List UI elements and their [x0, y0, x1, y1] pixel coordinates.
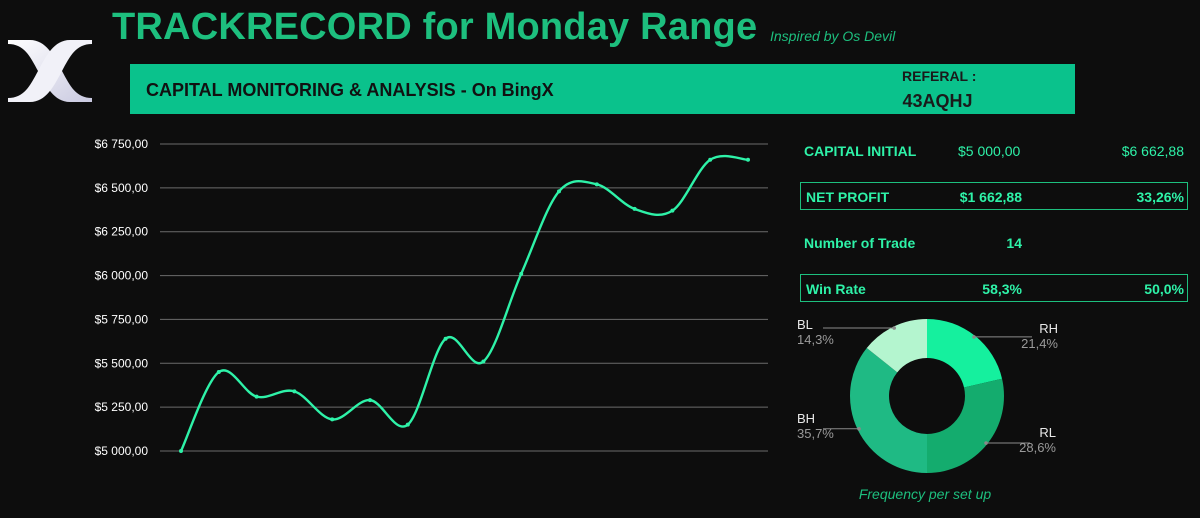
- data-point: [254, 394, 259, 399]
- data-point: [481, 359, 486, 364]
- data-point: [443, 336, 448, 341]
- y-tick-label: $6 250,00: [95, 225, 149, 239]
- referral-label: REFERAL :: [902, 68, 977, 84]
- y-tick-label: $5 000,00: [95, 444, 149, 458]
- y-tick-label: $5 750,00: [95, 312, 149, 326]
- referral-code[interactable]: 43AQHJ: [902, 91, 973, 111]
- trades-value: 14: [1006, 235, 1022, 251]
- capital-current-value: $6 662,88: [1121, 143, 1184, 159]
- trades-label: Number of Trade: [804, 235, 916, 251]
- y-tick-label: $5 250,00: [95, 400, 149, 414]
- y-tick-label: $6 000,00: [95, 269, 149, 283]
- slice-pct: 35,7%: [797, 426, 834, 441]
- win-rate-value-2: 50,0%: [1144, 281, 1184, 297]
- page-subtitle: Inspired by Os Devil: [770, 28, 896, 44]
- y-tick-label: $6 750,00: [95, 137, 149, 151]
- bingx-logo-icon: [8, 40, 92, 102]
- data-point: [594, 182, 599, 187]
- data-point: [519, 271, 524, 276]
- donut-slice-bl: [866, 319, 927, 373]
- capital-line-chart: $5 000,00 $5 250,00 $5 500,00 $5 750,00 $6 0…: [95, 137, 768, 458]
- data-point: [557, 189, 561, 194]
- win-rate-label: Win Rate: [806, 281, 866, 297]
- data-point: [179, 449, 183, 453]
- data-point: [708, 157, 713, 162]
- data-point: [632, 206, 637, 211]
- net-profit-label: NET PROFIT: [806, 189, 890, 205]
- y-tick-label: $5 500,00: [95, 356, 149, 370]
- slice-pct: 21,4%: [1021, 336, 1058, 351]
- slice-pct: 14,3%: [797, 332, 834, 347]
- donut-slice-rh: [927, 319, 1003, 388]
- data-point: [216, 370, 221, 375]
- leader-dot: [857, 426, 861, 431]
- data-point: [746, 157, 750, 162]
- data-point: [330, 417, 335, 422]
- leader-dot: [892, 326, 897, 330]
- donut-slice-bh: [850, 348, 927, 473]
- data-point: [405, 422, 410, 427]
- y-tick-label: $6 500,00: [95, 181, 149, 195]
- data-point: [292, 389, 297, 394]
- data-point: [670, 208, 675, 213]
- win-rate-box: [800, 274, 1188, 302]
- capital-series-line: [179, 154, 749, 452]
- slice-label: BH: [797, 411, 815, 426]
- banner-title: CAPITAL MONITORING & ANALYSIS - On BingX: [146, 80, 554, 100]
- slice-label: BL: [797, 317, 813, 332]
- slice-pct: 28,6%: [1019, 440, 1056, 455]
- leader-dot: [984, 441, 988, 445]
- donut-slice-rl: [927, 378, 1004, 473]
- capital-initial-value: $5 000,00: [958, 143, 1021, 159]
- slice-label: RL: [1039, 425, 1056, 440]
- page-title: TRACKRECORD for Monday Range: [112, 6, 758, 48]
- net-profit-pct: 33,26%: [1136, 189, 1184, 205]
- net-profit-value: $1 662,88: [959, 189, 1022, 205]
- win-rate-value: 58,3%: [982, 281, 1022, 297]
- capital-initial-label: CAPITAL INITIAL: [804, 143, 917, 159]
- data-point: [368, 398, 372, 403]
- net-profit-box: [800, 182, 1188, 210]
- donut-caption: Frequency per set up: [858, 486, 992, 502]
- leader-dot: [972, 335, 976, 339]
- slice-label: RH: [1039, 321, 1058, 336]
- banner: CAPITAL MONITORING & ANALYSIS - On BingX…: [130, 64, 1075, 114]
